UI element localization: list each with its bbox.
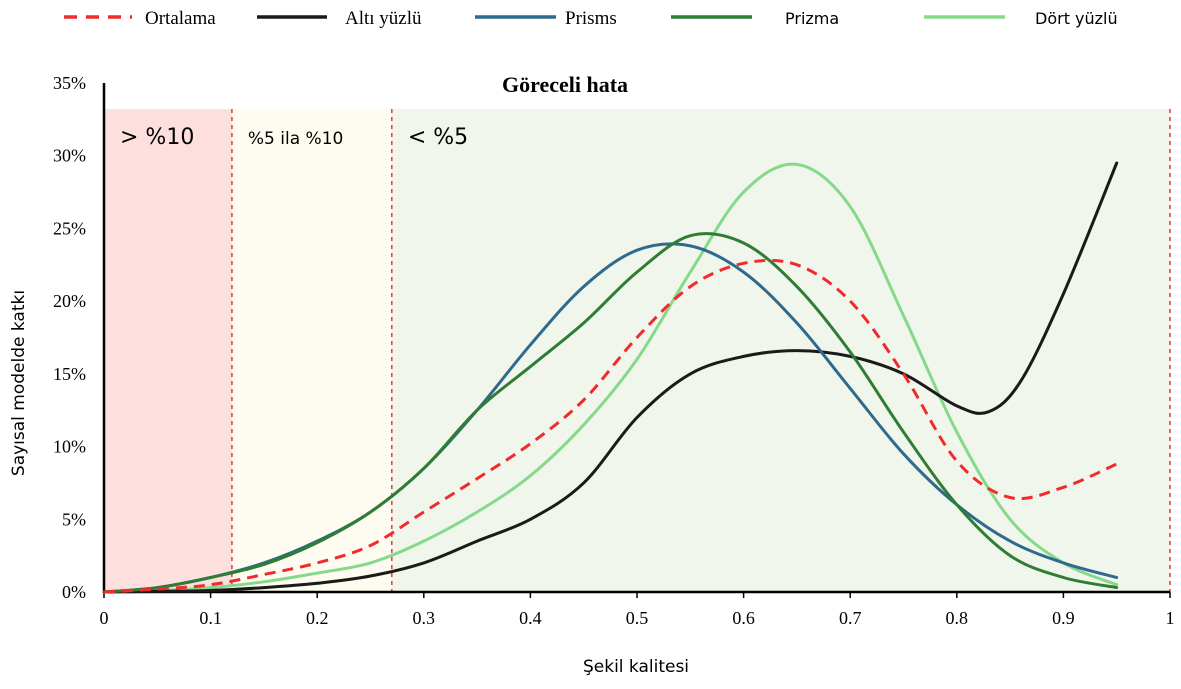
x-tick-label-8: 0.8 [946,608,969,628]
region-label-1: %5 ila %10 [248,129,343,149]
x-tick-label-0: 0 [100,608,109,628]
legend-label-1: Altı yüzlü [345,8,422,29]
y-tick-label-2: 10% [53,437,86,457]
x-tick-label-10: 1 [1166,608,1175,628]
region-1 [231,109,392,592]
x-tick-label-2: 0.2 [306,608,329,628]
axes: 0 0.1 0.2 0.3 0.4 0.5 0.6 0.7 0.8 0.9 10%5%10%15%2… [53,73,1175,628]
threshold-lines [231,109,1171,592]
series-line-4 [102,162,1119,594]
x-tick-label-9: 0.9 [1052,608,1075,628]
x-tick-label-6: 0.6 [732,608,755,628]
legend-label-3: Prizma [785,9,839,28]
series-line-1 [102,161,1119,594]
region-0 [104,109,232,592]
region-labels: > %10 %5 ila %10 < %5 [120,125,468,150]
y-tick-label-4: 20% [53,291,86,311]
series-line-3 [102,232,1119,594]
region-label-2: < %5 [408,125,468,150]
x-tick-label-4: 0.4 [519,608,542,628]
y-tick-label-3: 15% [53,364,86,384]
legend-label-2: Prisms [565,8,617,29]
x-tick-label-3: 0.3 [413,608,436,628]
y-tick-label-7: 35% [53,73,86,93]
y-axis-label: Sayısal modelde katkı [9,290,29,476]
series-lines [102,161,1119,594]
legend-label-0: Ortalama [145,8,216,29]
x-tick-label-5: 0.5 [626,608,649,628]
region-label-0: > %10 [120,125,194,150]
error-regions [104,109,1170,592]
series-line-2 [102,242,1119,594]
x-tick-label-7: 0.7 [839,608,862,628]
legend: Ortalama Altı yüzlü Prisms Prizma Dört yüzlü [64,8,1118,29]
legend-label-4: Dört yüzlü [1035,9,1118,28]
y-tick-label-0: 0% [62,582,86,602]
x-axis-label: Şekil kalitesi [583,657,689,677]
y-tick-label-1: 5% [62,509,86,529]
x-tick-label-1: 0.1 [199,608,222,628]
series-line-0 [103,258,1118,594]
y-tick-label-6: 30% [53,146,86,166]
y-tick-label-5: 25% [53,218,86,238]
chart-title: Göreceli hata [502,72,628,97]
